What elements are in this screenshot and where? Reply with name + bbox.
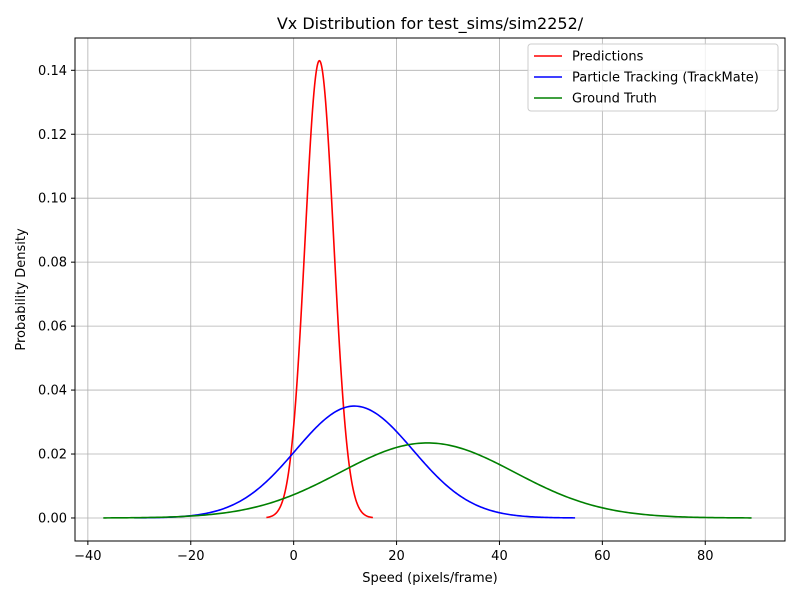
legend: Predictions Particle Tracking (TrackMate)… bbox=[527, 43, 779, 112]
plot-frame bbox=[74, 37, 786, 542]
x-tick-label: −40 bbox=[74, 549, 101, 564]
legend-box bbox=[527, 43, 779, 112]
y-tick-label: 0.00 bbox=[38, 511, 67, 526]
legend-label: Predictions bbox=[572, 50, 644, 65]
y-axis-label: Probability Density bbox=[14, 228, 29, 351]
y-tick-label: 0.04 bbox=[38, 384, 67, 399]
legend-label: Particle Tracking (TrackMate) bbox=[572, 71, 759, 86]
x-tick-label: 80 bbox=[697, 549, 714, 564]
legend-label: Ground Truth bbox=[572, 92, 657, 107]
x-tick-label: 20 bbox=[388, 549, 405, 564]
series-line-particle-tracking-trackmate bbox=[134, 405, 576, 519]
y-tick-label: 0.14 bbox=[38, 64, 67, 79]
ticks: −40 −20 0 20 40 60 80 0.00 0.02 0.04 0.06 0.08 0.10 0… bbox=[38, 64, 713, 564]
series-line-predictions bbox=[266, 59, 374, 519]
x-tick-label: −20 bbox=[177, 549, 204, 564]
x-axis-label: Speed (pixels/frame) bbox=[362, 571, 498, 586]
x-tick-label: 0 bbox=[290, 549, 298, 564]
y-tick-label: 0.10 bbox=[38, 192, 67, 207]
y-tick-label: 0.06 bbox=[38, 320, 67, 335]
x-tick-label: 60 bbox=[594, 549, 611, 564]
chart-title: Vx Distribution for test_sims/sim2252/ bbox=[277, 14, 584, 34]
grid bbox=[75, 38, 785, 541]
y-tick-label: 0.12 bbox=[38, 128, 67, 143]
series-line-ground-truth bbox=[103, 442, 752, 519]
y-tick-label: 0.02 bbox=[38, 448, 67, 463]
series-layer bbox=[103, 59, 752, 519]
x-tick-label: 40 bbox=[491, 549, 508, 564]
y-tick-label: 0.08 bbox=[38, 256, 67, 271]
